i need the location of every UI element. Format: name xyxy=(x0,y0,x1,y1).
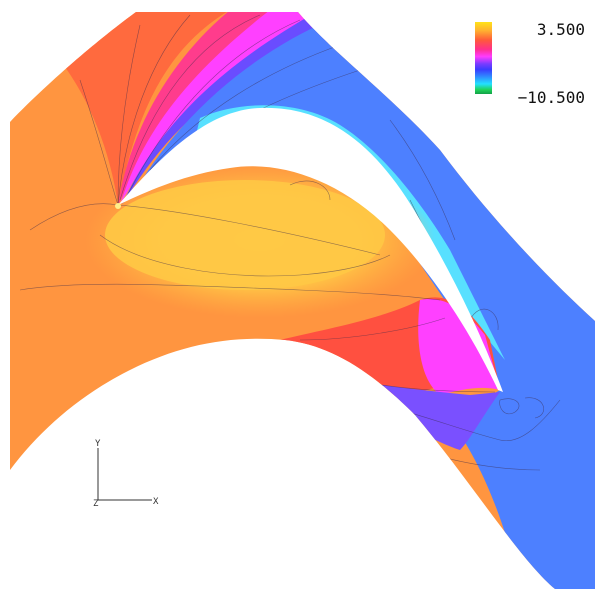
z-axis-label: Z xyxy=(93,499,99,509)
colorbar-max-label: 3.500 xyxy=(537,20,585,39)
field-yellow-core xyxy=(105,180,385,290)
axis-triad: Y X Z xyxy=(93,439,159,509)
field-blue xyxy=(130,20,595,589)
blade-airfoil xyxy=(118,107,503,392)
field-purple xyxy=(122,12,400,205)
leading-edge-stagnation xyxy=(115,203,121,209)
y-axis-label: Y xyxy=(95,439,101,449)
colorbar: 3.500 −10.500 xyxy=(475,20,585,107)
field-magenta xyxy=(120,12,330,205)
field-red-upper xyxy=(60,12,230,205)
field-red-magenta xyxy=(118,12,300,205)
colorbar-gradient xyxy=(475,22,492,94)
x-axis-label: X xyxy=(153,497,159,507)
field-magenta-lower xyxy=(418,299,500,395)
colorbar-min-label: −10.500 xyxy=(518,88,585,107)
